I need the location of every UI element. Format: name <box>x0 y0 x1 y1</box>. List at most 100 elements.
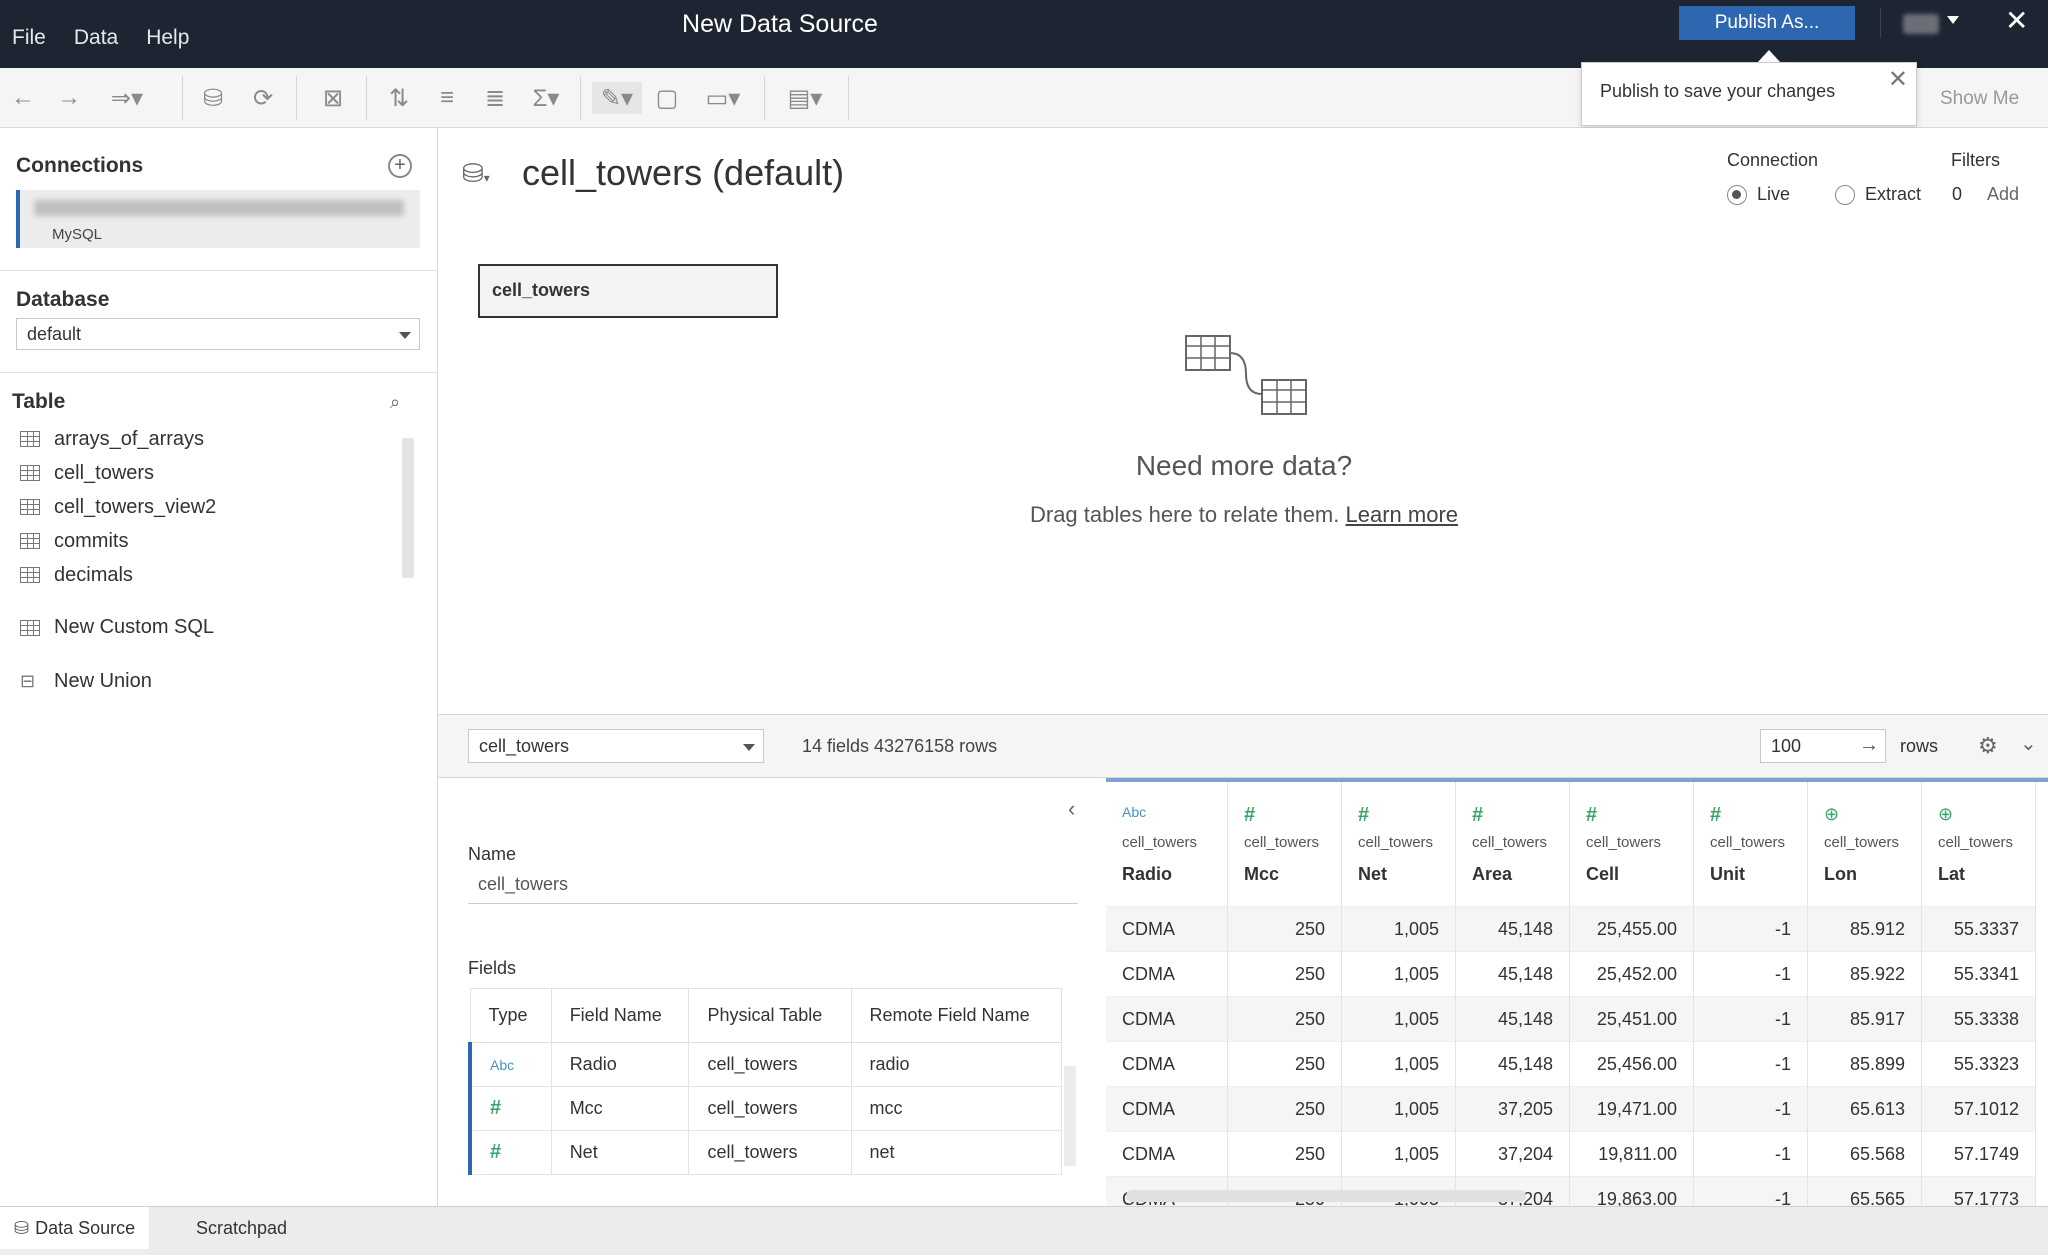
column-header[interactable]: Field Name <box>550 988 690 1043</box>
database-select[interactable]: default <box>16 318 420 350</box>
grid-horizontal-scrollbar[interactable] <box>1126 1190 1526 1202</box>
column-name[interactable]: Area <box>1472 864 1513 884</box>
number-type-icon[interactable]: # <box>1710 804 1722 826</box>
replay-icon[interactable]: ⇒▾ <box>110 84 144 112</box>
publish-as-button[interactable]: Publish As... <box>1679 6 1855 40</box>
globe-icon[interactable]: ⊕ <box>1938 804 1954 824</box>
table-chip[interactable]: cell_towers <box>478 264 778 318</box>
table-item[interactable]: cell_towers_view2 <box>20 490 400 524</box>
table-row[interactable]: Abc Radio cell_towers radio <box>467 1042 1063 1087</box>
grid-cell: -1 <box>1694 951 1807 996</box>
grid-column-header[interactable]: # cell_towers Unit <box>1694 782 1807 906</box>
column-name[interactable]: Lat <box>1938 864 1965 884</box>
grid-column-header[interactable]: # cell_towers Net <box>1342 782 1455 906</box>
column-header[interactable]: Type <box>469 988 552 1043</box>
grid-column[interactable]: ⊕ cell_towers Lat 55.3337 55.3341 55.3338 55.3… <box>1922 782 2036 1206</box>
grid-cell: -1 <box>1694 1041 1807 1086</box>
extract-radio[interactable]: Extract <box>1835 184 1921 205</box>
add-connection-icon[interactable]: + <box>388 154 412 178</box>
connection-item[interactable]: MySQL <box>16 190 420 248</box>
number-type-icon[interactable]: # <box>1472 804 1484 826</box>
fit-icon[interactable]: ▭▾ <box>705 84 741 112</box>
new-data-source-icon[interactable]: ⛁ <box>202 84 224 112</box>
grid-column[interactable]: # cell_towers Area 45,148 45,148 45,148 45,148… <box>1456 782 1570 1206</box>
chevron-left-icon[interactable]: ‹ <box>1068 796 1076 821</box>
grid-column-header[interactable]: ⊕ cell_towers Lat <box>1922 782 2035 906</box>
totals-icon[interactable]: Σ▾ <box>532 84 560 112</box>
column-name[interactable]: Mcc <box>1244 864 1280 884</box>
presentation-icon[interactable]: ▤▾ <box>787 84 823 112</box>
number-type-icon[interactable]: # <box>1244 804 1256 826</box>
column-name[interactable]: Unit <box>1710 864 1745 884</box>
close-icon[interactable]: ✕ <box>2005 5 2029 36</box>
table-item[interactable]: commits <box>20 524 400 558</box>
grid-column-header[interactable]: Abc cell_towers Radio <box>1106 782 1227 906</box>
grid-column-header[interactable]: # cell_towers Mcc <box>1228 782 1341 906</box>
number-type-icon[interactable]: # <box>490 1141 502 1163</box>
filters-count: 0 <box>1952 184 1963 204</box>
close-icon[interactable]: ✕ <box>1887 66 1908 93</box>
table-item[interactable]: arrays_of_arrays <box>20 422 400 456</box>
number-type-icon[interactable]: # <box>490 1097 502 1119</box>
table-row[interactable]: # Mcc cell_towers mcc <box>467 1086 1063 1131</box>
sort-ascending-icon[interactable]: ≡ <box>439 84 454 111</box>
undo-icon[interactable]: ← <box>11 84 35 111</box>
database-icon[interactable]: ⛁▾ <box>462 158 490 188</box>
table-item[interactable]: decimals <box>20 558 400 592</box>
refresh-icon[interactable]: ⟳ <box>252 84 274 112</box>
data-source-title[interactable]: cell_towers (default) <box>522 152 845 193</box>
string-type-icon[interactable]: Abc <box>1122 804 1147 820</box>
grid-column[interactable]: # cell_towers Unit -1 -1 -1 -1 -1 -1 -1 <box>1694 782 1808 1206</box>
globe-icon[interactable]: ⊕ <box>1824 804 1840 824</box>
label-icon[interactable]: ▢ <box>655 84 679 112</box>
table-select[interactable]: cell_towers <box>468 729 764 763</box>
filters-add-link[interactable]: Add <box>1987 184 2020 204</box>
new-custom-sql-item[interactable]: New Custom SQL <box>20 616 214 639</box>
grid-column[interactable]: # cell_towers Cell 25,455.00 25,452.00 25,451… <box>1570 782 1694 1206</box>
grid-column[interactable]: #cell_towersMcc250250250250250250250 <box>1228 782 1342 1206</box>
name-field[interactable]: cell_towers <box>468 870 1078 904</box>
string-type-icon[interactable]: Abc <box>490 1057 515 1073</box>
number-type-icon[interactable]: # <box>1586 804 1598 826</box>
user-menu[interactable] <box>1880 8 1960 38</box>
grid-column-header[interactable]: # cell_towers Area <box>1456 782 1569 906</box>
rows-input[interactable]: 100 → <box>1760 729 1886 763</box>
column-header[interactable]: Remote Field Name <box>850 988 1063 1043</box>
title-bar: File Data Help New Data Source Publish A… <box>0 0 2048 68</box>
chevron-down-icon[interactable]: ⌄ <box>2020 733 2037 755</box>
number-type-icon[interactable]: # <box>1358 804 1370 826</box>
live-radio[interactable]: Live <box>1727 184 1790 205</box>
grid-cell: 45,148 <box>1456 951 1569 996</box>
swap-icon[interactable]: ⇅ <box>388 84 410 112</box>
table-item[interactable]: cell_towers <box>20 456 400 490</box>
clear-sheet-icon[interactable]: ⊠ <box>322 84 344 112</box>
arrow-right-icon[interactable]: → <box>1859 734 1879 756</box>
sort-descending-icon[interactable]: ≣ <box>484 84 506 112</box>
grid-column[interactable]: # cell_towers Net 1,005 1,005 1,005 1,005 1,005… <box>1342 782 1456 1206</box>
column-name[interactable]: Net <box>1358 864 1388 884</box>
table-list-scrollbar[interactable] <box>402 438 414 578</box>
table-row[interactable]: # Net cell_towers net <box>467 1130 1063 1175</box>
grid-column-header[interactable]: ⊕ cell_towers Lon <box>1808 782 1921 906</box>
tab-data-source[interactable]: ⛁ Data Source <box>0 1207 150 1249</box>
grid-column[interactable]: Abc cell_towers Radio CDMA CDMA CDMA CDMA CDMA C… <box>1106 782 1228 1206</box>
menu-data[interactable]: Data <box>73 26 119 49</box>
menu-help[interactable]: Help <box>146 26 190 49</box>
gear-icon[interactable]: ⚙ <box>1978 733 1998 758</box>
column-name[interactable]: Lon <box>1824 864 1857 884</box>
new-union-item[interactable]: ⊟ New Union <box>20 670 152 692</box>
show-me-button[interactable]: Show Me <box>1940 88 2020 109</box>
redo-icon[interactable]: → <box>57 84 81 111</box>
tab-scratchpad[interactable]: Scratchpad <box>196 1217 288 1238</box>
column-name[interactable]: Radio <box>1122 864 1173 884</box>
fields-scrollbar[interactable] <box>1064 1066 1076 1166</box>
menu-file[interactable]: File <box>12 26 46 49</box>
metadata-panel: ‹ Name cell_towers Fields Type Field Nam… <box>438 778 1106 1206</box>
search-icon[interactable]: ⌕ <box>390 392 401 412</box>
grid-column-header[interactable]: # cell_towers Cell <box>1570 782 1693 906</box>
grid-column[interactable]: ⊕ cell_towers Lon 85.912 85.922 85.917 85.899 6… <box>1808 782 1922 1206</box>
column-header[interactable]: Physical Table <box>688 988 852 1043</box>
column-name[interactable]: Cell <box>1586 864 1620 884</box>
highlight-icon[interactable]: ✎▾ <box>592 82 642 114</box>
learn-more-link[interactable]: Learn more <box>1345 502 1459 527</box>
